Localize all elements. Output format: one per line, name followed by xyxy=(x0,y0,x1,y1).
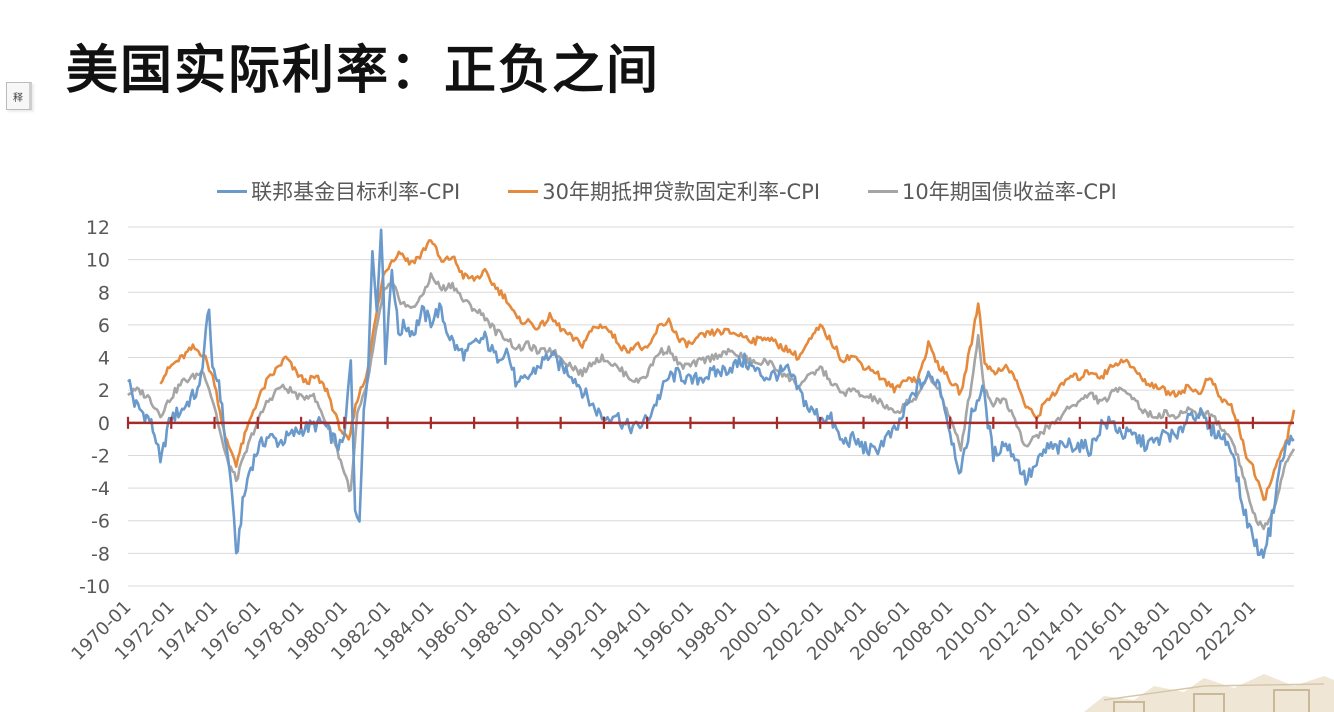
chart-legend: 联邦基金目标利率-CPI 30年期抵押贷款固定利率-CPI 10年期国债收益率-… xyxy=(0,176,1334,206)
chart-gridlines xyxy=(128,226,1294,587)
side-note-tab[interactable]: 释 xyxy=(6,82,32,110)
legend-entry-treasury: 10年期国债收益率-CPI xyxy=(868,176,1117,206)
legend-entry-fed-funds: 联邦基金目标利率-CPI xyxy=(217,176,460,206)
y-tick-label: 2 xyxy=(98,380,110,402)
legend-swatch-treasury xyxy=(868,189,899,193)
y-tick-label: -2 xyxy=(91,445,110,467)
zero-reference-line xyxy=(126,416,1294,429)
y-tick-label: 8 xyxy=(98,282,110,304)
legend-label-treasury: 10年期国债收益率-CPI xyxy=(902,180,1117,204)
legend-label-mortgage: 30年期抵押贷款固定利率-CPI xyxy=(542,180,821,204)
series-line-1 xyxy=(159,239,1296,502)
legend-entry-mortgage: 30年期抵押贷款固定利率-CPI xyxy=(508,176,820,206)
chart-series-lines xyxy=(127,228,1296,559)
y-tick-label: -10 xyxy=(79,576,110,598)
y-axis: 12 10 8 6 4 2 0 -2 -4 -6 -8 -10 xyxy=(79,217,110,598)
legend-swatch-fed-funds xyxy=(217,189,248,193)
y-tick-label: 4 xyxy=(98,348,110,370)
legend-label-fed-funds: 联邦基金目标利率-CPI xyxy=(251,180,461,204)
series-line-0 xyxy=(127,228,1295,559)
y-tick-label: 12 xyxy=(86,217,110,239)
y-tick-label: 10 xyxy=(86,250,110,272)
y-tick-label: 0 xyxy=(98,413,110,435)
y-tick-label: -8 xyxy=(91,543,110,565)
legend-swatch-mortgage xyxy=(508,189,539,193)
y-tick-label: 6 xyxy=(98,315,110,337)
x-axis: 1970-011972-011974-011976-011978-011980-… xyxy=(67,597,1260,665)
series-line-2 xyxy=(127,272,1296,531)
page-title: 美国实际利率：正负之间 xyxy=(66,41,661,101)
side-note-tab-label: 释 xyxy=(13,92,23,104)
decorative-building-illustration xyxy=(1084,674,1334,712)
y-tick-label: -6 xyxy=(91,511,110,533)
y-tick-label: -4 xyxy=(91,478,110,500)
